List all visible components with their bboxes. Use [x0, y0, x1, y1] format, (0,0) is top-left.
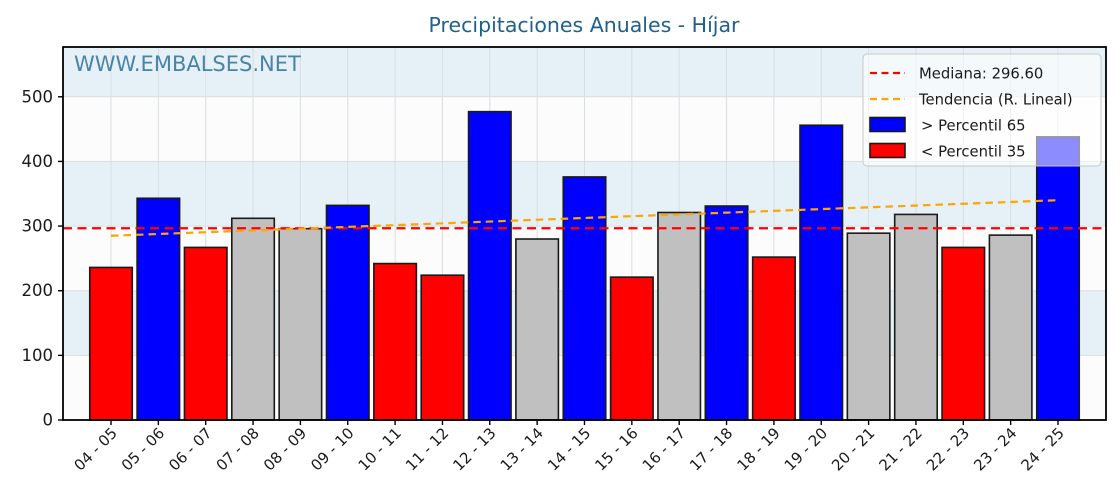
- y-tick-label-0: 0: [43, 411, 54, 430]
- bar-09-10: [325, 204, 370, 421]
- y-tick-label-100: 100: [22, 346, 54, 365]
- bar-24-25: [1035, 136, 1081, 421]
- legend: Mediana: 296.60 Tendencia (R. Lineal) > …: [862, 53, 1102, 167]
- bar-05-06: [136, 197, 181, 421]
- y-tick-label-400: 400: [22, 152, 54, 171]
- legend-label-trend: Tendencia (R. Lineal): [918, 92, 1073, 109]
- x-tick-label-21-22: 21 - 22: [875, 424, 925, 474]
- x-tick-label-17-18: 17 - 18: [686, 424, 736, 474]
- y-tick-label-500: 500: [22, 87, 54, 106]
- y-tick-label-200: 200: [22, 281, 54, 300]
- x-tick-label-16-17: 16 - 17: [639, 424, 689, 474]
- legend-label-above: > Percentil 65: [921, 118, 1026, 135]
- y-tick-label-300: 300: [22, 217, 54, 236]
- bar-15-16: [609, 276, 654, 421]
- bar-11-12: [420, 274, 465, 421]
- watermark-text: WWW.EMBALSES.NET: [74, 52, 301, 76]
- legend-label-median: Mediana: 296.60: [919, 66, 1043, 83]
- trend-line: [110, 199, 1059, 237]
- x-tick-label-12-13: 12 - 13: [449, 424, 499, 474]
- x-tick-label-09-10: 09 - 10: [307, 424, 357, 474]
- bar-19-20: [799, 124, 844, 421]
- bar-16-17: [657, 211, 702, 421]
- bar-21-22: [893, 213, 939, 421]
- x-tick-label-05-06: 05 - 06: [118, 424, 168, 474]
- bar-17-18: [704, 205, 749, 421]
- x-tick-label-18-19: 18 - 19: [733, 424, 783, 474]
- legend-label-below: < Percentil 35: [921, 144, 1026, 161]
- bar-07-08: [231, 217, 276, 421]
- x-tick-label-04-05: 04 - 05: [71, 424, 121, 474]
- x-tick-label-11-12: 11 - 12: [402, 424, 452, 474]
- legend-box: [862, 53, 1102, 167]
- bar-06-07: [183, 246, 228, 421]
- above-percentile-swatch: [869, 116, 906, 133]
- bar-13-14: [515, 238, 560, 421]
- chart-title: Precipitaciones Anuales - Híjar: [429, 13, 741, 37]
- reference-lines: [63, 199, 1106, 237]
- bar-18-19: [751, 256, 796, 421]
- x-tick-label-23-24: 23 - 24: [970, 424, 1020, 474]
- x-tick-label-20-21: 20 - 21: [828, 424, 878, 474]
- bars: [88, 110, 1081, 421]
- x-tick-label-14-15: 14 - 15: [544, 424, 594, 474]
- x-tick-label-15-16: 15 - 16: [591, 424, 641, 474]
- below-percentile-swatch: [869, 142, 906, 159]
- x-tick-label-13-14: 13 - 14: [497, 424, 547, 474]
- bar-22-23: [941, 246, 986, 421]
- x-tick-label-24-25: 24 - 25: [1018, 424, 1068, 474]
- x-tick-label-10-11: 10 - 11: [355, 424, 405, 474]
- bar-04-05: [88, 266, 134, 421]
- bar-08-09: [278, 227, 323, 421]
- bar-23-24: [988, 234, 1033, 421]
- bar-20-21: [846, 232, 891, 421]
- x-tick-label-22-23: 22 - 23: [923, 424, 973, 474]
- x-tick-label-07-08: 07 - 08: [213, 424, 263, 474]
- x-tick-label-19-20: 19 - 20: [781, 424, 831, 474]
- x-tick-label-08-09: 08 - 09: [260, 424, 310, 474]
- x-tick-label-06-07: 06 - 07: [165, 424, 215, 474]
- bar-14-15: [562, 176, 607, 421]
- bar-10-11: [373, 262, 418, 421]
- bar-12-13: [467, 110, 512, 421]
